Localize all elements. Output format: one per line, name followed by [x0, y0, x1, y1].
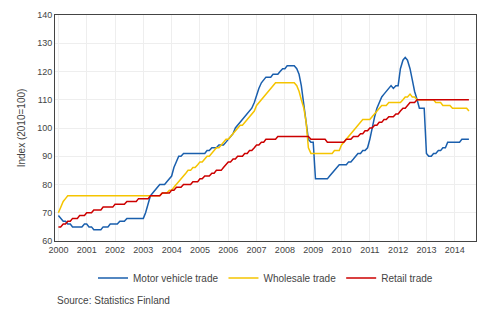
svg-text:2003: 2003: [133, 245, 153, 255]
svg-text:2000: 2000: [48, 245, 68, 255]
svg-text:120: 120: [37, 67, 52, 77]
svg-text:2012: 2012: [388, 245, 408, 255]
svg-text:Source: Statistics Finland: Source: Statistics Finland: [57, 295, 170, 306]
svg-text:2011: 2011: [360, 245, 379, 255]
svg-text:100: 100: [37, 123, 52, 133]
svg-text:70: 70: [42, 208, 52, 218]
svg-text:2013: 2013: [416, 245, 436, 255]
svg-text:2006: 2006: [218, 245, 238, 255]
svg-text:110: 110: [38, 95, 52, 105]
svg-text:2008: 2008: [275, 245, 295, 255]
svg-text:90: 90: [42, 151, 52, 161]
svg-text:80: 80: [42, 180, 52, 190]
svg-text:Wholesale trade: Wholesale trade: [263, 273, 336, 284]
svg-text:60: 60: [42, 236, 52, 246]
svg-text:130: 130: [37, 38, 52, 48]
svg-text:2009: 2009: [303, 245, 323, 255]
svg-text:Index (2010=100): Index (2010=100): [16, 89, 27, 168]
svg-text:2002: 2002: [105, 245, 125, 255]
svg-text:2014: 2014: [445, 245, 465, 255]
svg-text:2010: 2010: [332, 245, 352, 255]
svg-text:2004: 2004: [162, 245, 182, 255]
svg-text:Retail trade: Retail trade: [381, 273, 433, 284]
svg-text:2005: 2005: [190, 245, 210, 255]
svg-text:140: 140: [37, 10, 52, 20]
svg-text:2007: 2007: [247, 245, 267, 255]
svg-text:2001: 2001: [77, 245, 97, 255]
svg-text:Motor vehicle trade: Motor vehicle trade: [133, 273, 218, 284]
